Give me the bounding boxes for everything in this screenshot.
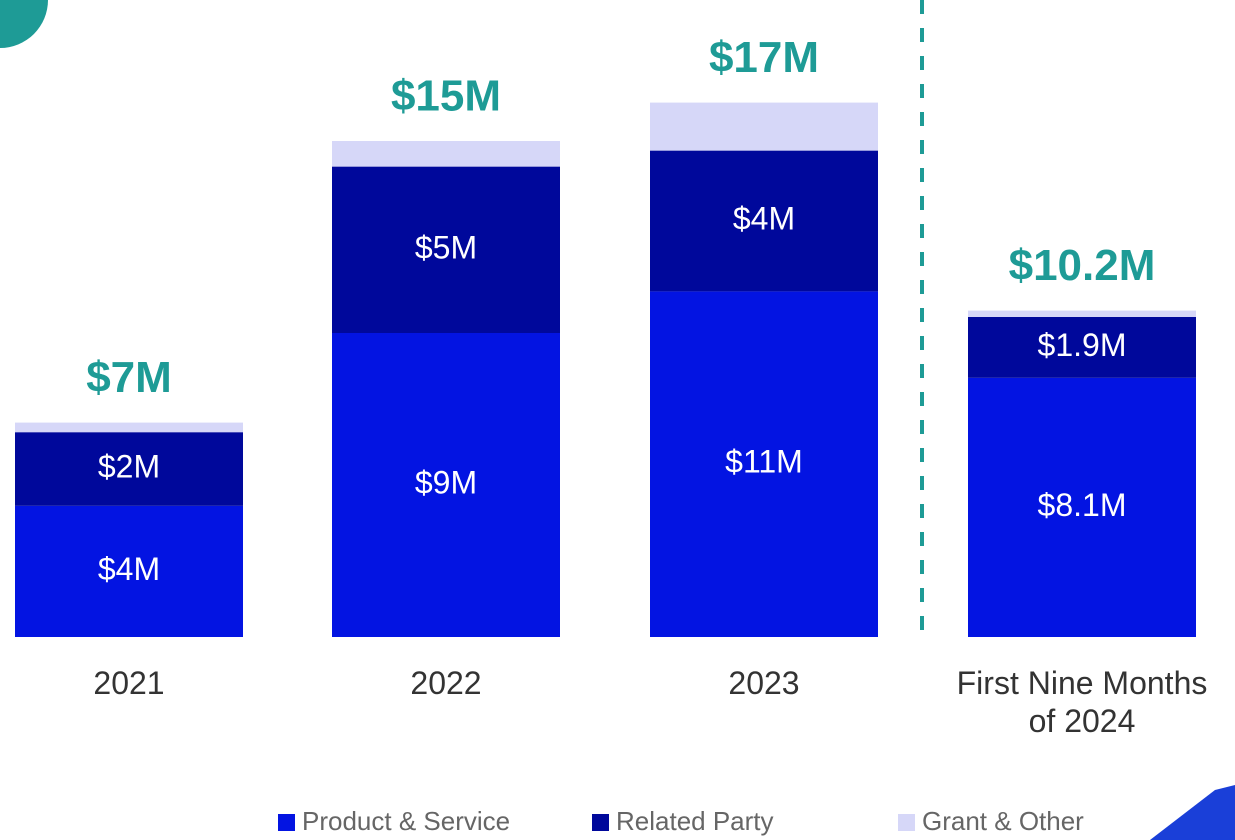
value-label: $4M <box>733 200 795 236</box>
legend-label: Grant & Other <box>922 806 1084 836</box>
category-label: 2022 <box>410 665 482 701</box>
bar-segment <box>332 333 560 637</box>
value-label: $2M <box>98 448 160 484</box>
value-label: $11M <box>725 444 803 480</box>
bar-segment <box>15 432 243 506</box>
bar-segment <box>332 141 560 167</box>
bar-segment <box>968 377 1196 637</box>
category-label: 2021 <box>93 665 165 701</box>
value-label: $9M <box>415 464 477 500</box>
value-label: $4M <box>98 551 160 587</box>
total-label: $10.2M <box>1009 241 1156 290</box>
bar-segment <box>650 150 878 292</box>
legend-label: Product & Service <box>302 806 510 836</box>
bar-segment <box>968 317 1196 378</box>
legend-label: Related Party <box>616 806 774 836</box>
total-label: $17M <box>709 33 819 82</box>
category-label: 2023 <box>728 665 800 701</box>
legend-swatch <box>592 814 609 831</box>
bar-segment <box>332 166 560 333</box>
value-label: $1.9M <box>1038 327 1127 363</box>
bar-segment <box>15 505 243 637</box>
bar-segment <box>650 102 878 151</box>
total-label: $7M <box>86 353 172 402</box>
bar-segment <box>968 310 1196 317</box>
bar-segment <box>650 291 878 637</box>
decor-corner <box>1150 785 1235 840</box>
legend-swatch <box>898 814 915 831</box>
category-label: First Nine Months of 2024 <box>956 665 1208 739</box>
bar-segment <box>15 422 243 433</box>
value-label: $5M <box>415 229 477 265</box>
decor-circle <box>0 0 48 48</box>
total-label: $15M <box>391 72 501 121</box>
legend-swatch <box>278 814 295 831</box>
value-label: $8.1M <box>1038 487 1127 523</box>
